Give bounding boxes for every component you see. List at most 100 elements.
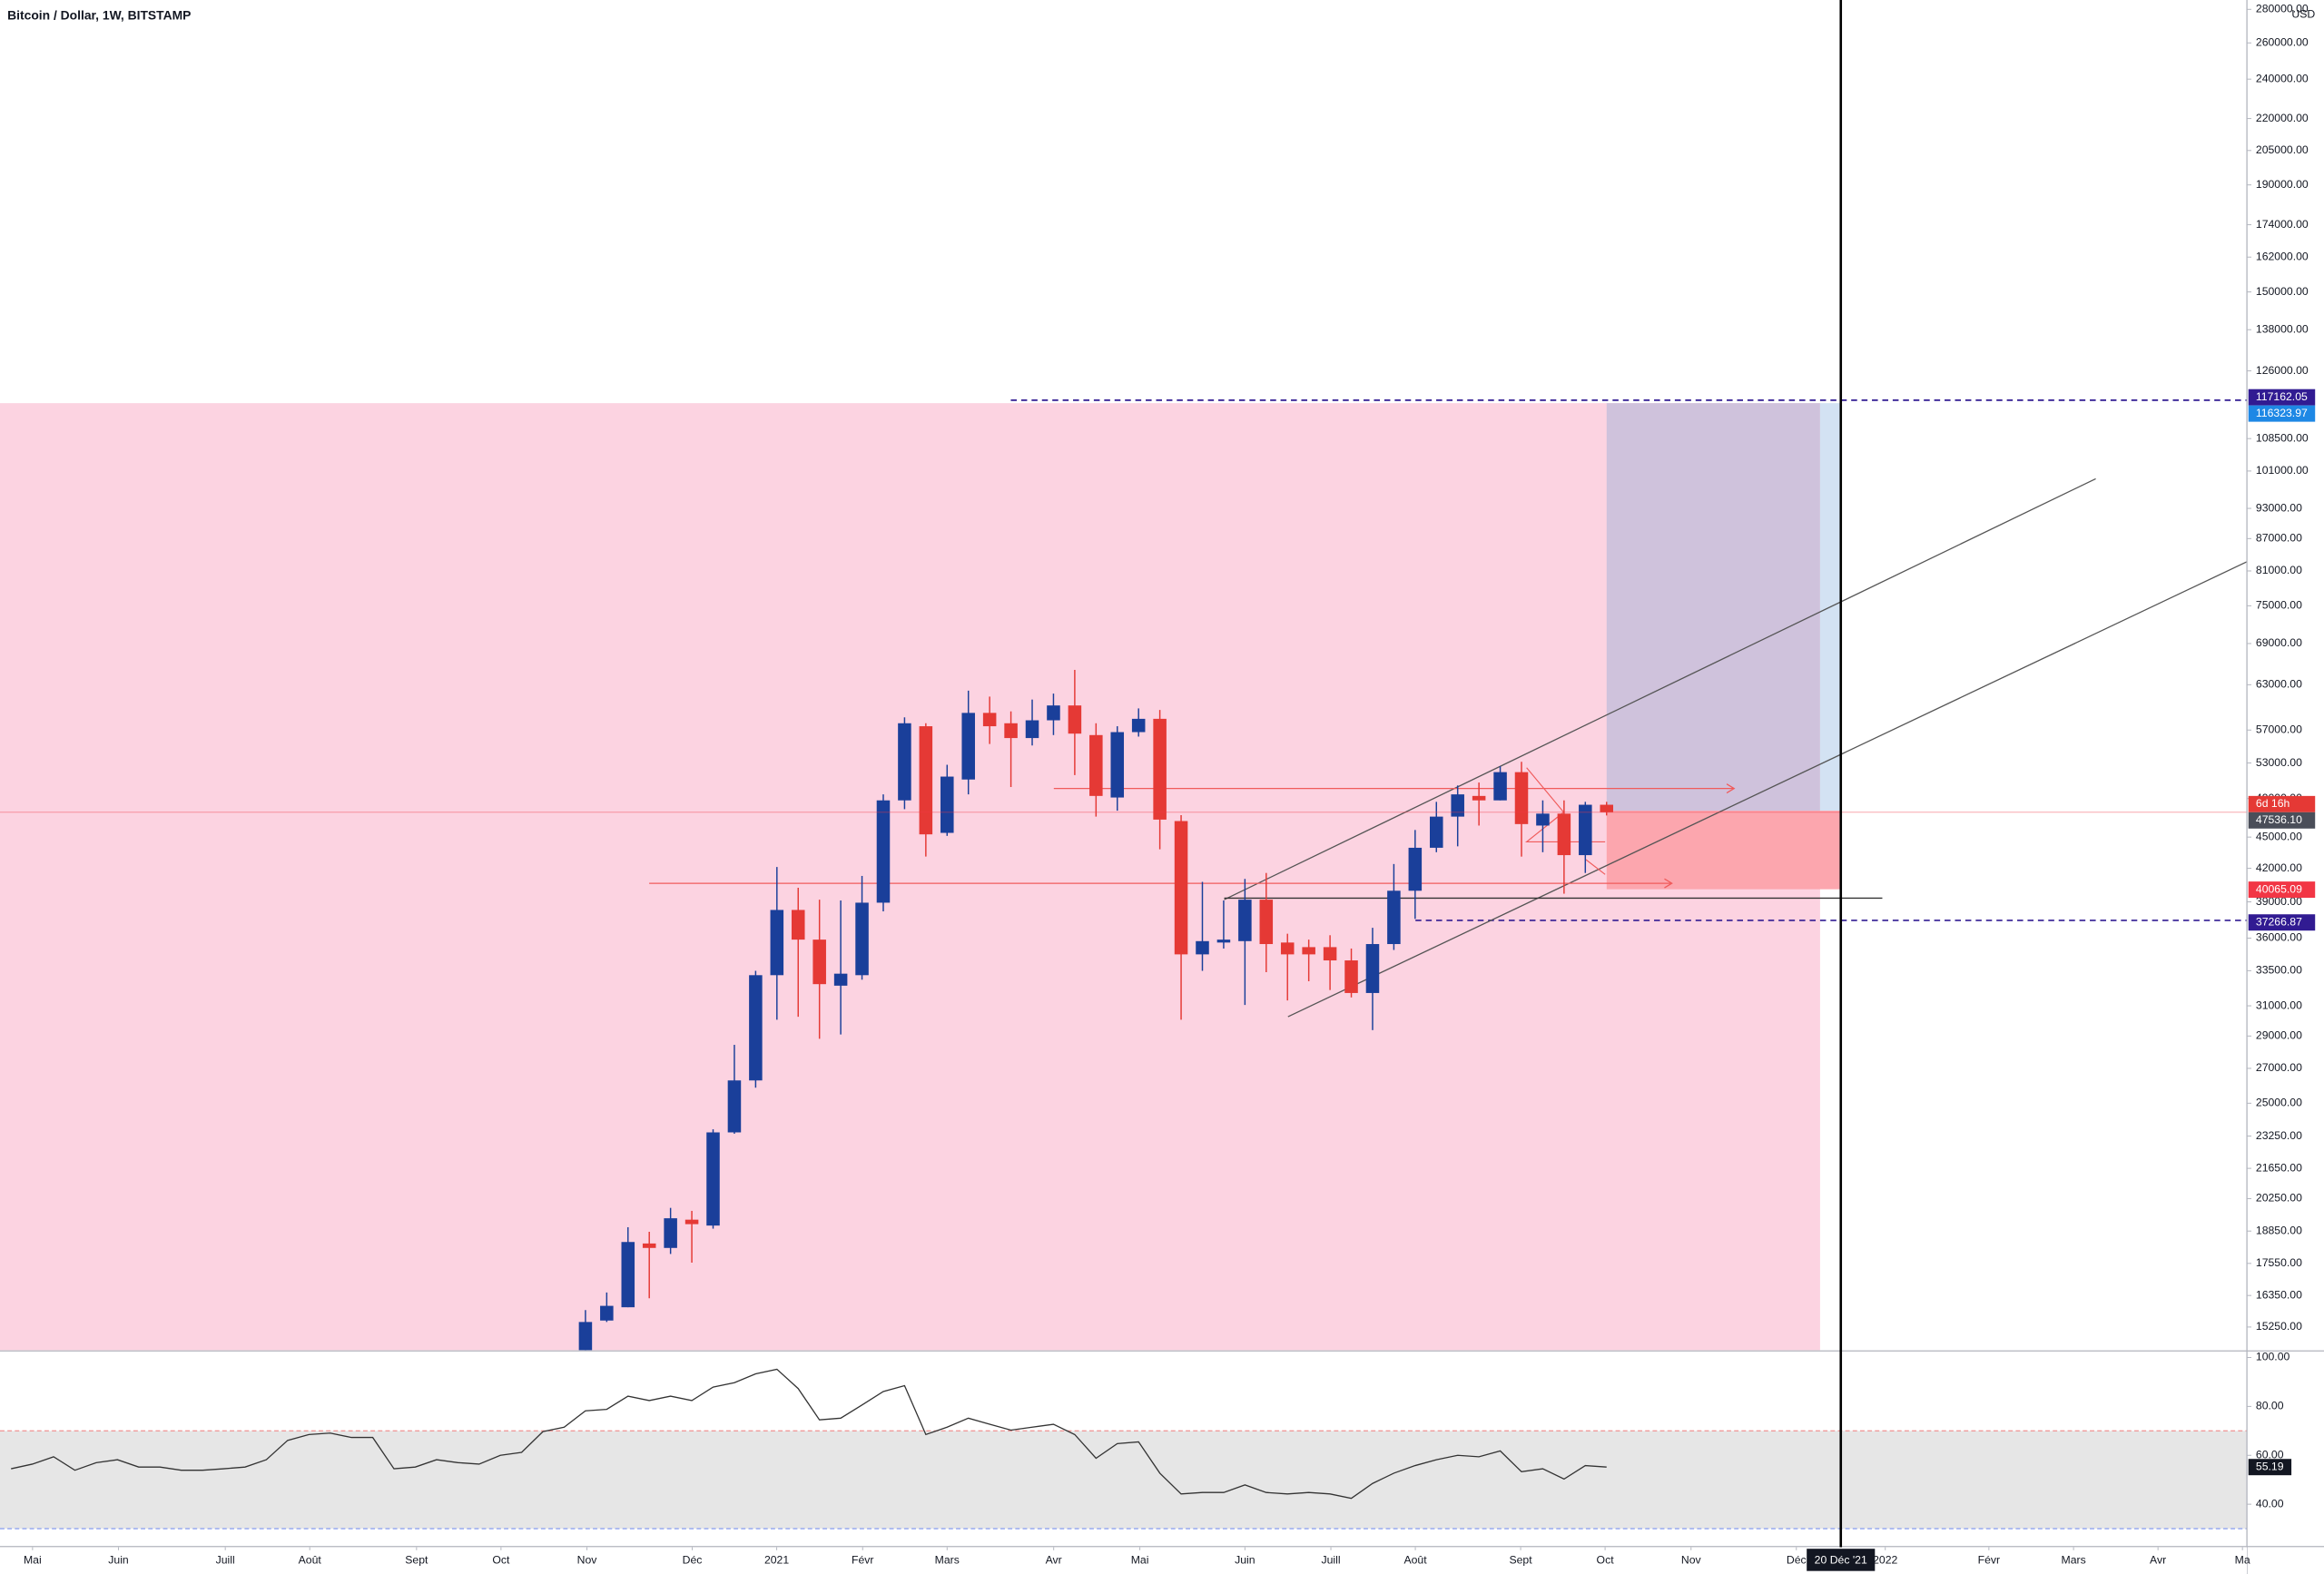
candle-body — [1557, 813, 1571, 856]
y-tick-label: 108500.00 — [2256, 431, 2309, 444]
rsi-value-tag — [2248, 1459, 2292, 1476]
y-tick-label: 75000.00 — [2256, 599, 2302, 612]
x-tick-label: Nov — [1681, 1553, 1702, 1566]
candle-body — [791, 910, 805, 940]
x-tick-label: Août — [1403, 1553, 1427, 1566]
x-tick-label: Oct — [492, 1553, 510, 1566]
arrow — [1726, 783, 1736, 794]
price-tag — [2248, 405, 2316, 422]
candle-body — [1238, 900, 1252, 941]
candle-body — [1089, 734, 1103, 796]
x-tick-label: Févr — [852, 1553, 873, 1566]
y-tick-label: 81000.00 — [2256, 564, 2302, 576]
stop-zone — [1606, 811, 1841, 890]
candles — [0, 669, 2248, 1351]
candle-body — [749, 975, 763, 1081]
candle-body — [727, 1080, 742, 1133]
candle-body — [1365, 944, 1380, 993]
x-tick-label: Juill — [1321, 1553, 1340, 1566]
price-tag — [2248, 914, 2316, 931]
crosshair-tag — [1807, 1549, 1876, 1571]
x-tick-label: Sept — [405, 1553, 428, 1566]
y-tick-label: 126000.00 — [2256, 364, 2309, 377]
candle-body — [1004, 723, 1018, 739]
y-tick-label: 57000.00 — [2256, 723, 2302, 735]
x-tick-label: Déc — [683, 1553, 703, 1566]
y-tick-label: 27000.00 — [2256, 1061, 2302, 1074]
axis-unit: USD — [2291, 8, 2315, 21]
price-tag-label: 40065.09 — [2256, 882, 2302, 895]
countdown: 6d 16h — [2256, 797, 2290, 810]
zone — [0, 403, 1820, 1351]
candle-body — [855, 902, 869, 976]
y-tick-label: 138000.00 — [2256, 322, 2309, 335]
x-tick-label: Juin — [108, 1553, 129, 1566]
y-tick-label: 18850.00 — [2256, 1224, 2302, 1236]
rsi-pane — [11, 1368, 1607, 1500]
x-tick-label: 2021 — [764, 1553, 789, 1566]
rsi-band — [0, 1431, 2248, 1530]
x-tick-label: Mai — [1131, 1553, 1149, 1566]
y-tick-label: 101000.00 — [2256, 464, 2309, 477]
y-tick-label: 205000.00 — [2256, 143, 2309, 156]
drawings — [0, 399, 2248, 1351]
candle-body — [1302, 947, 1315, 955]
x-tick-label: Juin — [1235, 1553, 1256, 1566]
candle-body — [1196, 940, 1209, 955]
candle-body — [961, 713, 975, 780]
candle-body — [1153, 718, 1167, 820]
y-tick-label: 220000.00 — [2256, 112, 2309, 124]
candle-body — [919, 726, 933, 835]
candle-body — [1472, 795, 1486, 801]
candle-body — [1216, 939, 1231, 943]
x-tick-label: Mars — [2062, 1553, 2086, 1566]
candle-body — [1323, 947, 1337, 961]
candle-body — [1600, 804, 1614, 812]
candle-body — [578, 1322, 593, 1351]
y-tick-label: 53000.00 — [2256, 756, 2302, 769]
rsi-value-label: 55.19 — [2256, 1460, 2284, 1472]
candle-body — [1514, 772, 1529, 824]
y-tick-label: 33500.00 — [2256, 964, 2302, 977]
candle-body — [1131, 718, 1146, 733]
candle-body — [1579, 804, 1592, 856]
price-tag-label: 117162.05 — [2256, 390, 2308, 403]
candle-body — [1025, 720, 1039, 739]
x-tick-label: Mai — [24, 1553, 42, 1566]
last-price-label: 47536.10 — [2256, 813, 2302, 826]
time-axis — [0, 1547, 2248, 1574]
candle-body — [621, 1242, 635, 1308]
y-tick-label: 150000.00 — [2256, 285, 2309, 298]
price-axis — [2248, 0, 2324, 1351]
channel-line — [1287, 561, 2248, 1018]
y-tick-label: 40.00 — [2256, 1497, 2284, 1510]
y-tick-label: 25000.00 — [2256, 1097, 2302, 1109]
x-tick-label: Avr — [1046, 1553, 1062, 1566]
y-tick-label: 20250.00 — [2256, 1192, 2302, 1205]
candle-body — [706, 1132, 720, 1226]
y-tick-label: 42000.00 — [2256, 861, 2302, 874]
y-tick-label: 190000.00 — [2256, 178, 2309, 191]
y-tick-label: 21650.00 — [2256, 1161, 2302, 1174]
x-tick-label: Oct — [1597, 1553, 1615, 1566]
price-tag-label: 37266.87 — [2256, 915, 2302, 928]
y-tick-label: 23250.00 — [2256, 1129, 2302, 1142]
countdown-tag — [2248, 795, 2316, 812]
rsi-line — [11, 1368, 1607, 1500]
candle-body — [1068, 705, 1082, 734]
candle-body — [1430, 816, 1443, 848]
candle-body — [600, 1305, 614, 1321]
candle-body — [833, 973, 848, 986]
candle-body — [876, 800, 891, 903]
rsi-axis — [2248, 1352, 2324, 1546]
x-tick-label: Avr — [2150, 1553, 2166, 1566]
x-tick-label: Juill — [216, 1553, 235, 1566]
y-tick-label: 29000.00 — [2256, 1029, 2302, 1042]
y-tick-label: 17550.00 — [2256, 1256, 2302, 1269]
candle-body — [1493, 772, 1507, 801]
y-tick-label: 31000.00 — [2256, 999, 2302, 1011]
y-tick-label: 39000.00 — [2256, 895, 2302, 908]
y-tick-label: 60.00 — [2256, 1448, 2284, 1461]
